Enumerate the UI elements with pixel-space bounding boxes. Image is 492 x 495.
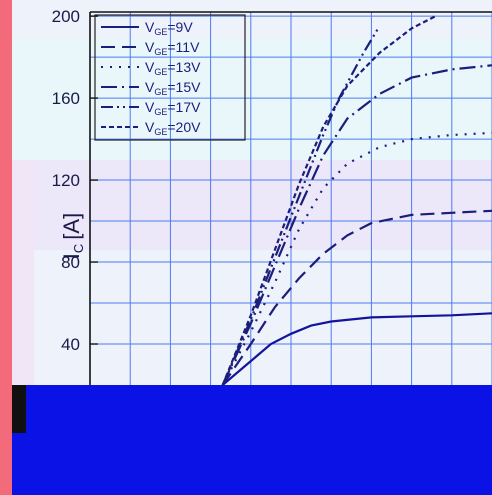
left-red-band xyxy=(0,0,12,495)
y-axis-symbol: I xyxy=(59,253,84,259)
middle-tint-region xyxy=(12,160,492,250)
series-lines xyxy=(221,15,492,386)
legend-label: VGE=17V xyxy=(145,99,201,117)
y-axis-label: IC [A] xyxy=(59,213,86,259)
series-line-4 xyxy=(221,64,492,386)
legend-label: VGE=13V xyxy=(145,59,201,77)
y-tick-label: 200 xyxy=(52,7,80,26)
legend-label: VGE=20V xyxy=(145,119,201,137)
legend: VGE=9V VGE=11V VGE=13V VGE=15V VGE=17V VGE=20… xyxy=(94,14,246,141)
y-tick-label: 160 xyxy=(52,89,80,108)
lower-blue-region xyxy=(12,385,492,495)
upper-tint-region xyxy=(12,40,492,160)
legend-label: VGE=15V xyxy=(145,79,201,97)
y-tick-labels: 40 80 120 160 200 xyxy=(52,7,98,354)
legend-box xyxy=(94,14,246,141)
legend-label: VGE=11V xyxy=(145,39,200,57)
y-tick-label: 120 xyxy=(52,171,80,190)
left-black-strip xyxy=(12,385,26,433)
y-axis-unit: [A] xyxy=(59,213,84,240)
y-tick-label: 80 xyxy=(61,253,80,272)
legend-label: VGE=9V xyxy=(145,19,193,37)
y-tick-label: 40 xyxy=(61,335,80,354)
series-line-6 xyxy=(221,15,437,386)
series-line-5 xyxy=(221,25,381,386)
plot-grid xyxy=(89,12,492,385)
left-tint-strip xyxy=(12,160,34,390)
y-axis-subscript: C xyxy=(71,244,86,253)
series-line-2 xyxy=(221,209,492,386)
series-line-1 xyxy=(221,312,492,386)
plot-axes xyxy=(89,11,492,385)
